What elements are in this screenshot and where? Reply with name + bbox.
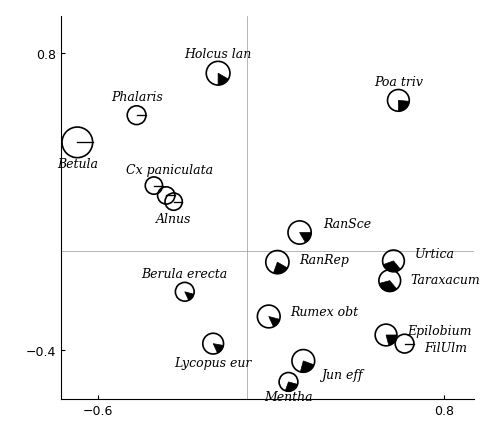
Text: Poa triv: Poa triv — [374, 76, 423, 89]
Wedge shape — [383, 261, 400, 272]
Wedge shape — [300, 233, 311, 243]
Text: RanSce: RanSce — [323, 218, 371, 231]
Wedge shape — [398, 101, 409, 112]
Text: Lycopus eur: Lycopus eur — [174, 356, 252, 369]
Text: RanRep: RanRep — [300, 253, 350, 266]
Wedge shape — [218, 74, 228, 86]
Wedge shape — [268, 317, 280, 327]
Wedge shape — [286, 382, 298, 391]
Text: Jun eff: Jun eff — [320, 368, 362, 381]
Wedge shape — [185, 292, 194, 301]
Text: Phalaris: Phalaris — [110, 91, 162, 104]
Text: Berula erecta: Berula erecta — [142, 267, 228, 280]
Text: Betula: Betula — [57, 158, 98, 171]
Text: FilUlm: FilUlm — [424, 341, 468, 354]
Wedge shape — [380, 281, 396, 292]
Text: Holcus lan: Holcus lan — [184, 48, 252, 61]
Wedge shape — [213, 344, 224, 353]
Wedge shape — [386, 335, 397, 346]
Text: Mentha: Mentha — [264, 390, 313, 403]
Text: Cx paniculata: Cx paniculata — [126, 164, 214, 177]
Text: Urtica: Urtica — [414, 247, 455, 260]
Text: Epilobium: Epilobium — [407, 324, 472, 337]
Wedge shape — [300, 361, 314, 372]
Wedge shape — [274, 263, 287, 274]
Text: Rumex obt: Rumex obt — [290, 306, 358, 318]
Text: Taraxacum: Taraxacum — [410, 273, 480, 286]
Text: Alnus: Alnus — [156, 213, 192, 226]
